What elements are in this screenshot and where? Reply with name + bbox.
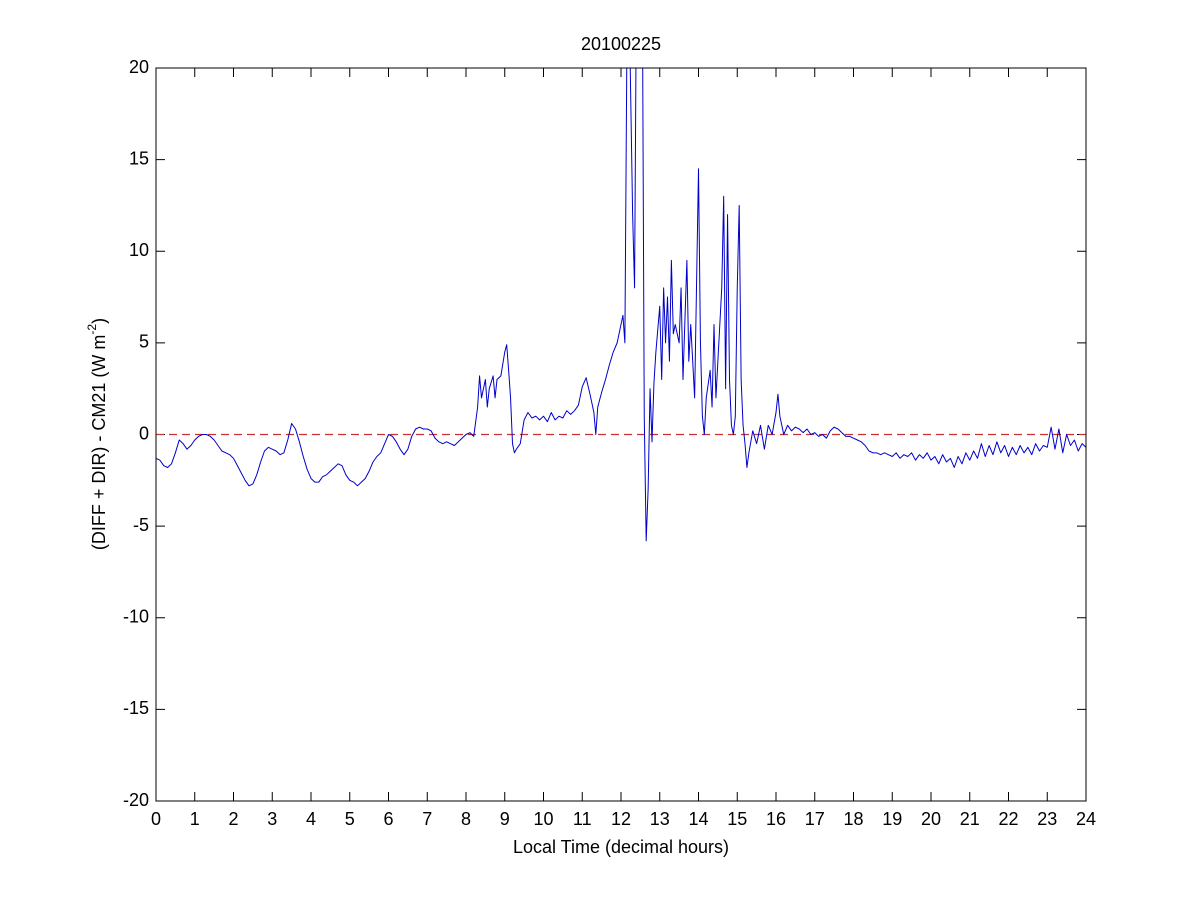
x-tick-label: 24 bbox=[1076, 809, 1096, 829]
x-tick-label: 12 bbox=[611, 809, 631, 829]
y-axis-label-end: ) bbox=[89, 318, 109, 324]
x-tick-label: 10 bbox=[533, 809, 553, 829]
x-tick-label: 17 bbox=[805, 809, 825, 829]
x-tick-label: 2 bbox=[228, 809, 238, 829]
x-tick-label: 15 bbox=[727, 809, 747, 829]
x-tick-label: 0 bbox=[151, 809, 161, 829]
x-tick-label: 9 bbox=[500, 809, 510, 829]
y-tick-label: -10 bbox=[123, 607, 149, 627]
plot-area bbox=[156, 68, 1086, 542]
y-tick-label: 15 bbox=[129, 148, 149, 168]
x-tick-label: 4 bbox=[306, 809, 316, 829]
chart-title: 20100225 bbox=[581, 34, 661, 54]
x-tick-label: 11 bbox=[573, 809, 592, 829]
y-tick-label: 10 bbox=[129, 240, 149, 260]
x-tick-label: 19 bbox=[882, 809, 902, 829]
x-tick-label: 8 bbox=[461, 809, 471, 829]
x-axis-label: Local Time (decimal hours) bbox=[513, 837, 729, 857]
x-tick-label: 3 bbox=[267, 809, 277, 829]
x-tick-label: 23 bbox=[1037, 809, 1057, 829]
x-tick-label: 7 bbox=[422, 809, 432, 829]
y-tick-label: -5 bbox=[133, 515, 149, 535]
ticks: 0 1 2 3 4 5 6 7 8 9 10 11 12 13 14 15 16 17 18 19 20 21 22 23 24… bbox=[123, 57, 1096, 829]
x-tick-label: 13 bbox=[650, 809, 670, 829]
x-tick-label: 20 bbox=[921, 809, 941, 829]
y-tick-label: 0 bbox=[139, 423, 149, 443]
x-tick-label: 16 bbox=[766, 809, 786, 829]
x-tick-label: 1 bbox=[190, 809, 200, 829]
y-axis-label-sup: -2 bbox=[85, 324, 99, 335]
y-axis-label-main: (DIFF + DIR) - CM21 (W m bbox=[89, 335, 109, 550]
y-axis-label: (DIFF + DIR) - CM21 (W m-2) bbox=[85, 318, 109, 550]
y-tick-label: 20 bbox=[129, 57, 149, 77]
y-tick-label: -15 bbox=[123, 698, 149, 718]
x-tick-label: 6 bbox=[383, 809, 393, 829]
axes-box bbox=[155, 67, 1087, 802]
x-tick-label: 22 bbox=[998, 809, 1018, 829]
x-tick-label: 5 bbox=[345, 809, 355, 829]
x-tick-label: 21 bbox=[960, 809, 980, 829]
x-tick-label: 18 bbox=[843, 809, 863, 829]
data-line bbox=[156, 68, 1086, 542]
y-tick-label: 5 bbox=[139, 332, 149, 352]
y-tick-label: -20 bbox=[123, 790, 149, 810]
x-tick-label: 14 bbox=[688, 809, 708, 829]
